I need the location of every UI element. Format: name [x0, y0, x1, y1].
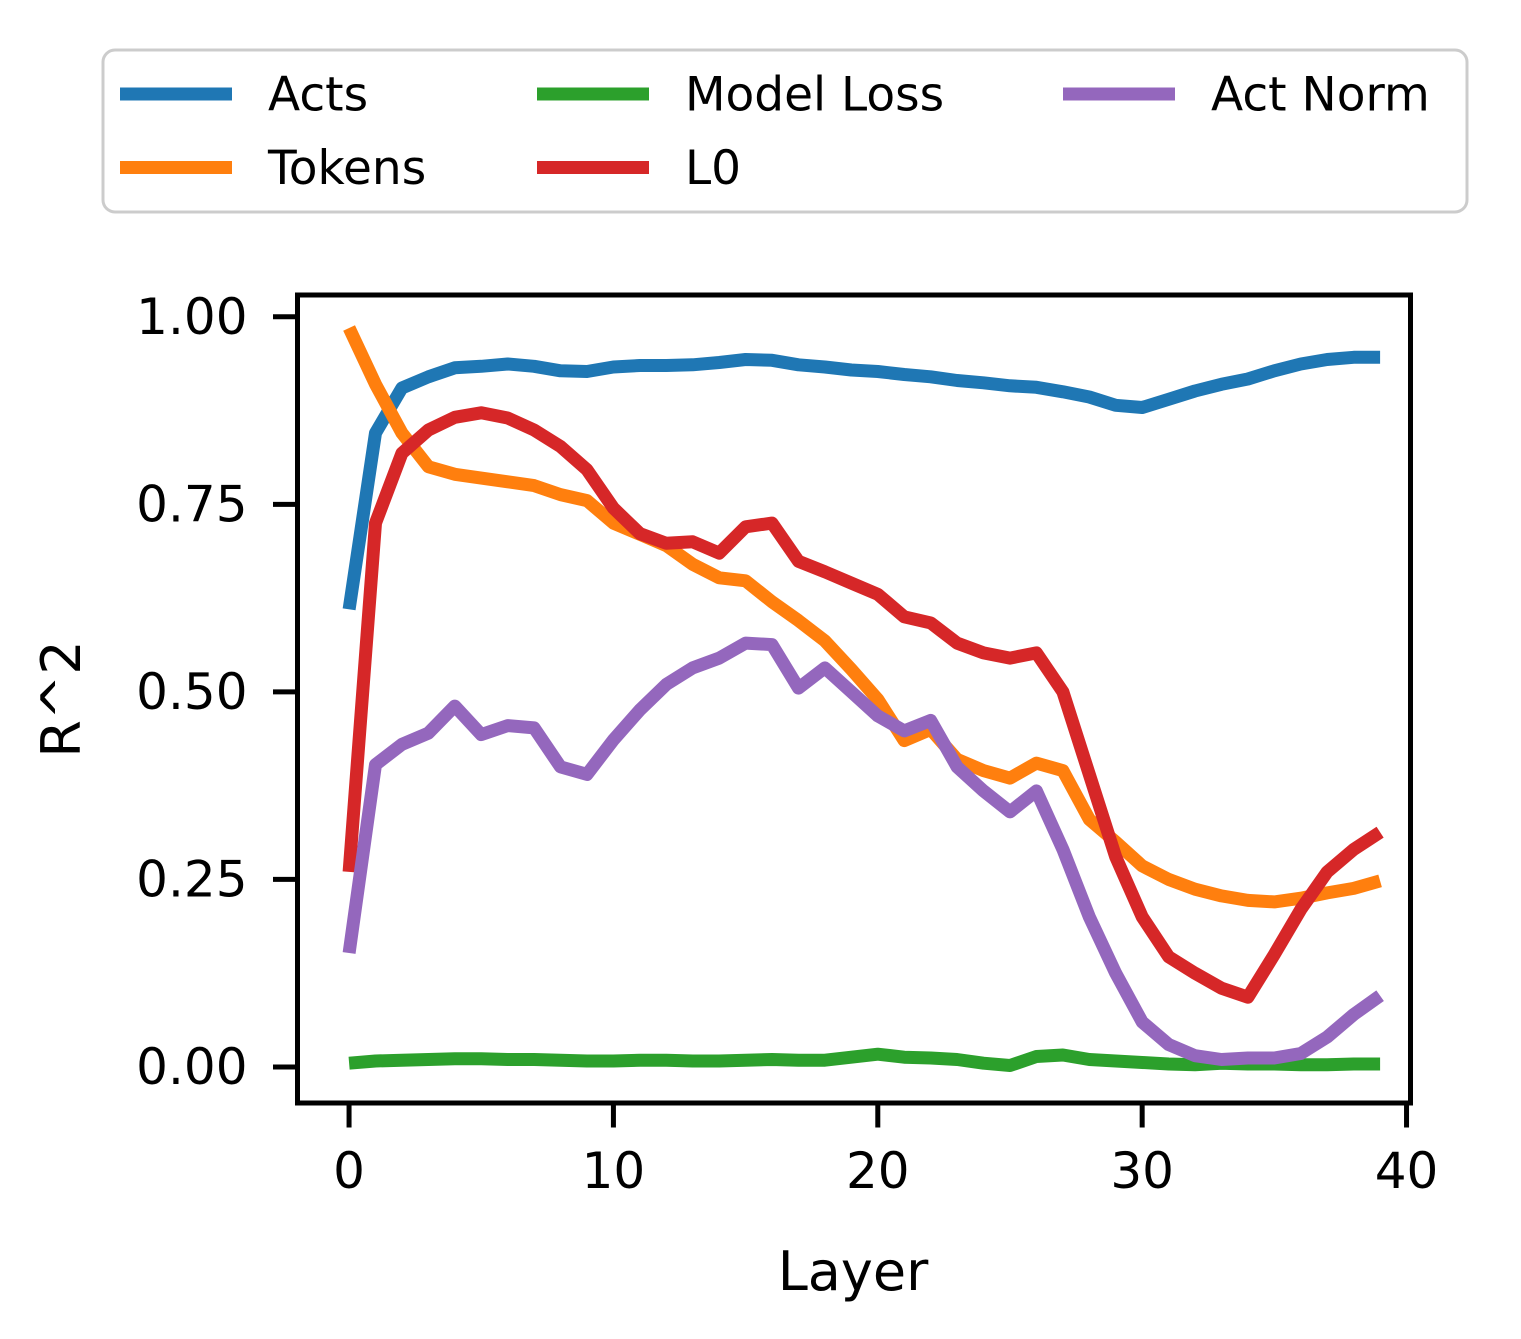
y-tick-label: 1.00	[136, 288, 247, 346]
y-axis-label: R^2	[30, 640, 93, 757]
series-line-tokens	[343, 325, 1382, 909]
legend-swatch-act-norm-icon	[1063, 87, 1175, 101]
x-tick-label: 20	[846, 1142, 910, 1200]
y-tick-label: 0.00	[136, 1038, 247, 1096]
series-line-act-norm	[342, 636, 1384, 1066]
y-tick-label: 0.75	[136, 475, 247, 533]
legend-label-l0: L0	[685, 141, 741, 196]
series-layer	[342, 325, 1384, 1072]
x-tick-label: 40	[1375, 1142, 1439, 1200]
legend-label-acts: Acts	[268, 68, 368, 123]
x-tick-label: 30	[1110, 1142, 1174, 1200]
ticks-layer: 0 10 20 30 40 0.00 0.25 0.50 0.75 1.00	[136, 288, 1438, 1200]
x-tick-label: 10	[582, 1142, 646, 1200]
legend-label-act-norm: Act Norm	[1211, 68, 1430, 123]
legend-swatch-acts-icon	[120, 87, 232, 101]
x-axis-label: Layer	[778, 1240, 929, 1303]
legend-swatch-model-loss-icon	[537, 87, 649, 101]
y-tick-label: 0.25	[136, 850, 247, 908]
legend-label-model-loss: Model Loss	[685, 68, 944, 123]
legend-item-l0: L0	[537, 141, 741, 196]
x-tick-label: 0	[333, 1142, 365, 1200]
legend-label-tokens: Tokens	[267, 141, 426, 196]
y-tick-label: 0.50	[136, 663, 247, 721]
legend-swatch-tokens-icon	[120, 161, 232, 174]
legend: Acts Tokens Model Loss L0 Act Norm	[101, 48, 1469, 214]
legend-item-model-loss: Model Loss	[537, 68, 944, 123]
legend-item-tokens: Tokens	[120, 141, 426, 196]
series-line-l0	[342, 406, 1384, 1004]
legend-swatch-l0-icon	[537, 161, 649, 174]
legend-item-acts: Acts	[120, 68, 368, 123]
series-line-acts	[342, 350, 1381, 611]
legend-item-act-norm: Act Norm	[1063, 68, 1430, 123]
